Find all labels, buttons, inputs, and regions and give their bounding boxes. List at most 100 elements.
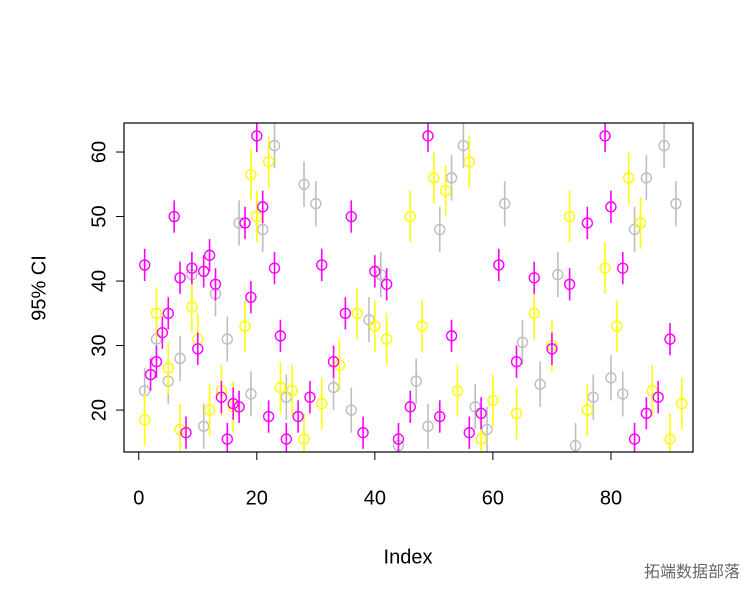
point [209, 278, 222, 290]
point [499, 197, 511, 210]
point [463, 156, 475, 168]
point [233, 401, 245, 413]
point [257, 201, 269, 213]
point [310, 197, 322, 210]
point [569, 439, 582, 452]
point [274, 381, 287, 394]
point [363, 314, 375, 326]
point [197, 420, 210, 432]
point [463, 426, 475, 439]
point [215, 391, 228, 403]
point [168, 210, 180, 223]
point [345, 404, 357, 416]
point [327, 381, 340, 394]
x-tick-label: 80 [600, 487, 622, 509]
point [546, 343, 558, 355]
point [357, 426, 369, 439]
point [316, 397, 328, 410]
point [581, 404, 594, 416]
point [192, 343, 204, 355]
point [457, 139, 470, 152]
point [658, 139, 670, 152]
point [534, 378, 546, 390]
x-tick-label: 20 [246, 487, 268, 509]
point [292, 410, 304, 423]
point [239, 320, 251, 332]
point [245, 291, 257, 303]
point [298, 178, 310, 190]
point [268, 262, 281, 274]
point [434, 223, 446, 236]
point [257, 223, 269, 236]
point [611, 320, 623, 332]
point [316, 259, 328, 271]
point [640, 172, 653, 184]
plot-area [138, 123, 688, 452]
y-tick-label: 30 [88, 334, 110, 356]
point [144, 368, 157, 381]
point [451, 385, 464, 397]
x-tick-label: 0 [133, 487, 144, 509]
y-axis-label: 95% CI [28, 255, 50, 321]
point [445, 330, 458, 342]
point [664, 333, 676, 345]
point [351, 307, 363, 320]
point [203, 249, 216, 261]
point [380, 278, 393, 290]
point [280, 433, 293, 445]
point [221, 333, 233, 345]
point [197, 265, 210, 278]
point [445, 172, 458, 184]
point [563, 278, 576, 290]
point [439, 185, 452, 197]
point [599, 262, 611, 274]
watermark: 拓端数据部落 [644, 563, 740, 581]
point [304, 391, 316, 403]
point [670, 197, 682, 210]
point [380, 333, 393, 345]
point [186, 301, 198, 313]
point [422, 420, 434, 432]
point [510, 407, 523, 419]
point [404, 401, 416, 413]
point [599, 130, 611, 142]
point [369, 320, 381, 332]
point [138, 414, 151, 426]
point [262, 410, 275, 423]
point [510, 355, 523, 368]
point [475, 433, 487, 445]
point [493, 259, 505, 271]
point [227, 397, 239, 410]
point [251, 210, 263, 223]
point [469, 401, 481, 413]
point [333, 359, 346, 371]
y-tick-label: 20 [88, 399, 110, 421]
point [646, 385, 658, 397]
point [280, 391, 293, 403]
point [221, 433, 233, 445]
point [174, 423, 186, 436]
point [481, 423, 493, 436]
plot-box [123, 122, 694, 453]
point [605, 372, 617, 384]
point [251, 130, 263, 142]
point [563, 210, 576, 223]
point [528, 307, 540, 320]
point [156, 326, 169, 339]
point [150, 307, 163, 320]
point [628, 223, 641, 236]
y-tick-label: 40 [88, 270, 110, 292]
point [487, 394, 499, 407]
point [605, 201, 617, 213]
point [516, 336, 529, 349]
point [404, 210, 416, 223]
point [186, 262, 198, 274]
point [345, 210, 357, 223]
point [138, 259, 151, 271]
point [392, 433, 405, 445]
x-tick-label: 60 [482, 487, 504, 509]
point [676, 397, 688, 410]
point [268, 139, 281, 152]
point [245, 388, 257, 400]
